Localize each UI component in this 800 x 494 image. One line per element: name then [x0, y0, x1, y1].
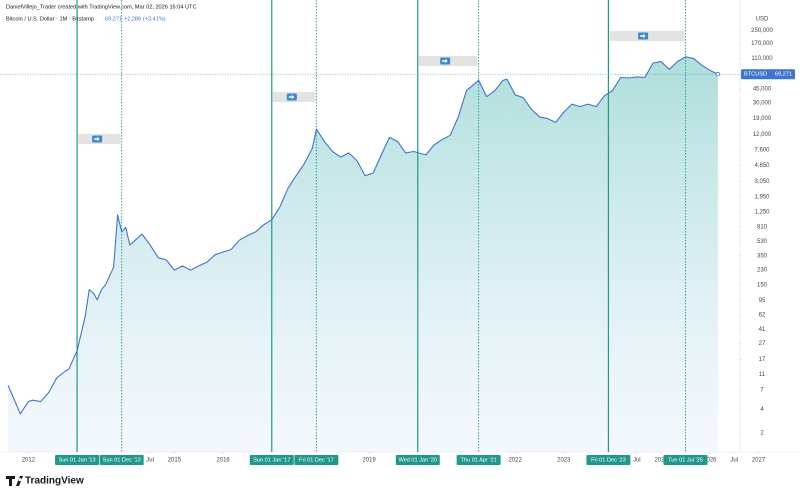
marker-date-box [456, 455, 501, 465]
y-tick-label: 2 [760, 431, 764, 437]
y-tick-label: 3,050 [754, 179, 770, 185]
marker-date-box [395, 455, 440, 465]
y-tick-label: 17 [759, 357, 766, 363]
marker-date-box [99, 455, 144, 465]
price-line-stroke [7, 56, 719, 415]
marker-date-label: Tue 01 Jul '25 [668, 457, 703, 463]
x-tick-label: 2025 [654, 458, 668, 464]
x-tick-label: 2022 [508, 458, 522, 464]
last-price: 69,271 [105, 16, 122, 22]
x-tick-label: Jul [146, 458, 154, 464]
x-tick-label: Jul [633, 458, 641, 464]
marker-date-label: Sun 01 Jan '13 [58, 457, 95, 463]
x-tick-label: 2019 [362, 458, 376, 464]
y-tick-label: 810 [757, 225, 768, 231]
marker-date-box [663, 455, 708, 465]
y-tick-label: 110,000 [751, 56, 773, 62]
y-tick-label: 45,000 [753, 87, 772, 93]
marker-date-label: Sun 01 Dec '13 [103, 457, 141, 463]
price-change: +2,286 (+3.41%) [124, 16, 166, 22]
logo: TradingView [6, 476, 84, 487]
y-tick-label: 170,000 [751, 41, 773, 47]
y-tick-label: 19,000 [753, 116, 772, 122]
y-tick-label: 1,950 [754, 194, 770, 200]
x-tick-label: 2012 [22, 458, 36, 464]
x-tick-label: 2015 [168, 458, 182, 464]
marker-date-label: Wed 01 Jan '20 [398, 457, 437, 463]
arrow-icon [94, 136, 100, 142]
y-tick-label: 4,850 [754, 163, 770, 169]
marker-date-label: Thu 01 Apr '21 [461, 457, 497, 463]
last-point [715, 72, 721, 77]
price-label-symbol: BTCUSD [744, 72, 767, 78]
y-axis-unit: USD [756, 17, 769, 23]
legend: Bitcoin / U.S. Dollar · 1M · Bitstamp 69… [6, 16, 166, 22]
brand-name: TradingView [25, 476, 84, 487]
price-label-box [741, 69, 795, 80]
author-line: DanielVillejo_Trader created with Tradin… [6, 4, 197, 10]
price-label-value: 69,271 [775, 72, 792, 78]
y-tick-label: 230 [757, 268, 768, 274]
y-tick-label: 530 [757, 239, 768, 245]
y-tick-label: 41 [759, 327, 766, 333]
x-tick-label: 2023 [557, 458, 571, 464]
y-tick-label: 250,000 [751, 28, 773, 34]
y-tick-label: 150 [757, 282, 768, 288]
marker-date-box [586, 455, 631, 465]
marker-date-label: Fri 01 Dec '17 [299, 457, 334, 463]
arrow-icon [640, 33, 646, 39]
price-area [8, 56, 718, 453]
arrow-icon [442, 58, 448, 64]
x-tick-label: 2026 [703, 458, 717, 464]
x-tick-label: Jul [730, 458, 738, 464]
marker-date-label: Fri 01 Dec '23 [591, 457, 626, 463]
y-tick-label: 95 [759, 298, 766, 304]
x-tick-label: 2016 [216, 458, 230, 464]
marker-date-box [249, 455, 294, 465]
y-tick-label: 62 [759, 313, 766, 319]
arrow-icon [288, 94, 295, 100]
symbol-title: Bitcoin / U.S. Dollar · 1M · Bitstamp [6, 16, 94, 22]
y-tick-label: 4 [760, 407, 764, 413]
y-tick-label: 7,600 [754, 148, 770, 154]
y-tick-label: 1,250 [754, 210, 770, 216]
x-tick-label: 2027 [752, 458, 766, 464]
y-tick-label: 7 [760, 388, 764, 394]
logo-icon [6, 476, 23, 486]
y-tick-label: 27 [759, 341, 766, 347]
marker-date-box [294, 455, 339, 465]
y-tick-label: 12,000 [753, 132, 772, 138]
marker-date-box [55, 455, 100, 465]
y-tick-label: 350 [757, 253, 768, 259]
y-tick-label: 30,000 [753, 101, 772, 107]
y-tick-label: 11 [759, 372, 766, 378]
marker-date-label: Sun 01 Jan '17 [253, 457, 290, 463]
